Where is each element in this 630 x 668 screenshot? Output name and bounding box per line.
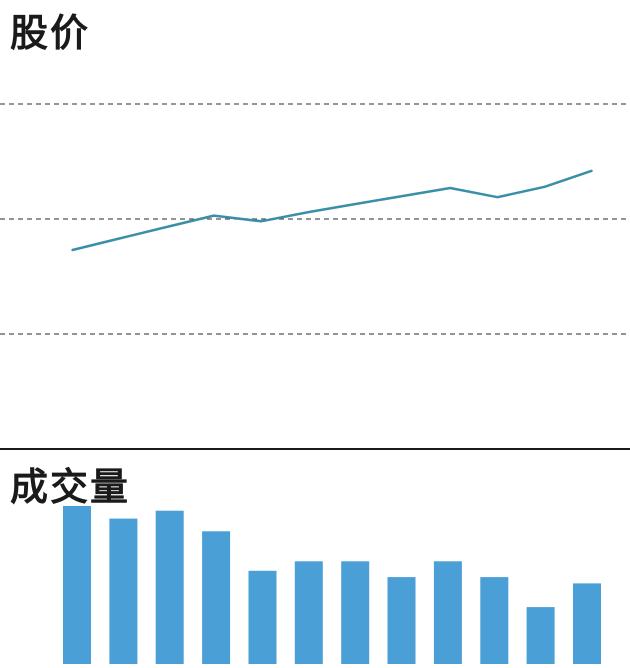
price-point [71, 249, 73, 251]
volume-bar [63, 506, 91, 664]
volume-bar [109, 518, 138, 664]
price-point [165, 226, 168, 228]
price-gridlines [0, 103, 630, 335]
volume-bar [526, 607, 555, 664]
price-point [543, 186, 546, 188]
volume-bar [480, 577, 509, 664]
price-line [71, 169, 593, 252]
price-series [71, 169, 593, 252]
volume-bar [387, 577, 416, 664]
price-point [354, 203, 357, 205]
price-point [213, 214, 215, 217]
volume-bar [294, 561, 323, 664]
price-point [307, 211, 310, 213]
price-point [260, 220, 262, 223]
volume-chart-title: 成交量 [10, 465, 131, 509]
volume-bar [433, 561, 462, 664]
price-point [402, 195, 404, 197]
volume-bar [155, 510, 184, 664]
price-point [591, 169, 593, 172]
volume-bar [248, 570, 277, 664]
volume-bar [341, 561, 370, 664]
volume-bars [63, 506, 601, 664]
price-point [496, 196, 499, 198]
price-point [449, 187, 451, 189]
volume-bar [573, 583, 601, 664]
volume-bar [202, 531, 231, 664]
price-chart-title: 股价 [10, 11, 91, 55]
price-point [118, 237, 121, 240]
